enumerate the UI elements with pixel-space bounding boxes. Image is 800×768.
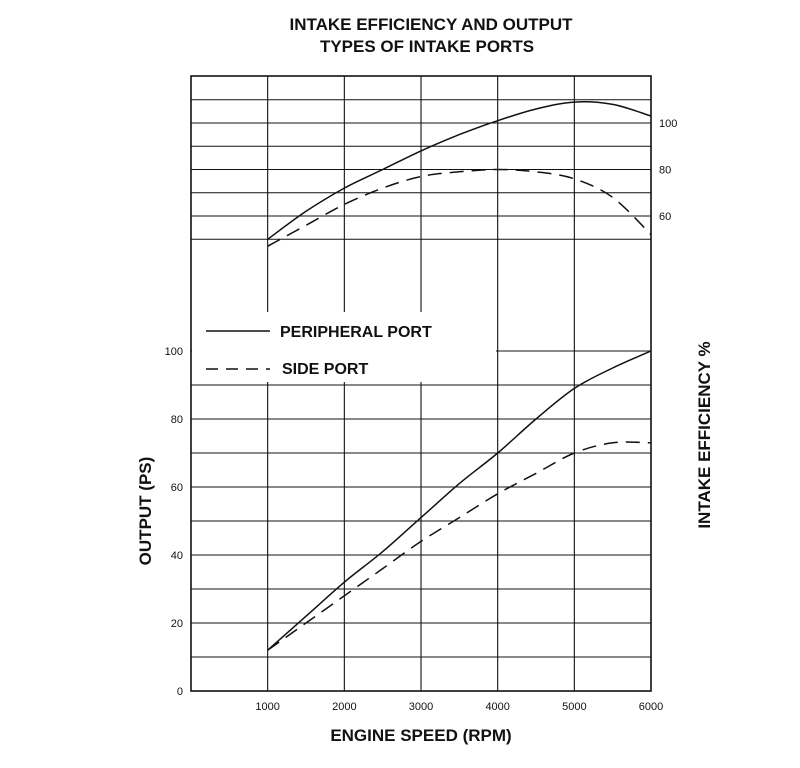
efficiency-tick-label-80: 80 — [659, 165, 671, 177]
x-tick-label-1000: 1000 — [255, 701, 279, 713]
series-output-side-port — [267, 441, 652, 651]
efficiency-tick-label-100: 100 — [659, 118, 677, 130]
efficiency-tick-label-60: 60 — [659, 211, 671, 223]
series-layer — [267, 101, 652, 651]
legend-box — [192, 312, 496, 382]
series-intake-efficiency-peripheral-port — [267, 101, 652, 240]
output-tick-label-20: 20 — [171, 618, 183, 630]
y-axis-label-output: OUTPUT (PS) — [136, 457, 155, 566]
x-axis-label: ENGINE SPEED (RPM) — [330, 726, 511, 745]
output-tick-label-40: 40 — [171, 550, 183, 562]
x-tick-label-6000: 6000 — [639, 701, 663, 713]
chart-title-line-1: INTAKE EFFICIENCY AND OUTPUT — [289, 15, 573, 34]
output-tick-label-80: 80 — [171, 414, 183, 426]
output-tick-label-0: 0 — [177, 686, 183, 698]
legend-label-side-port: SIDE PORT — [282, 361, 368, 378]
x-tick-label-4000: 4000 — [485, 701, 509, 713]
series-intake-efficiency-side-port — [267, 168, 652, 247]
output-tick-label-60: 60 — [171, 482, 183, 494]
tick-labels: 1000 2000 3000 4000 5000 6000 0 20 40 60 80 100 60 80… — [165, 118, 678, 713]
x-tick-label-5000: 5000 — [562, 701, 586, 713]
output-tick-label-100: 100 — [165, 346, 183, 358]
x-tick-label-2000: 2000 — [332, 701, 356, 713]
series-output-peripheral-port — [267, 350, 652, 651]
legend-label-peripheral-port: PERIPHERAL PORT — [280, 324, 432, 341]
chart-title-line-2: TYPES OF INTAKE PORTS — [320, 37, 534, 56]
legend: PERIPHERAL PORT SIDE PORT — [192, 312, 496, 382]
y-axis-label-intake-efficiency: INTAKE EFFICIENCY % — [695, 341, 714, 528]
x-tick-label-3000: 3000 — [409, 701, 433, 713]
